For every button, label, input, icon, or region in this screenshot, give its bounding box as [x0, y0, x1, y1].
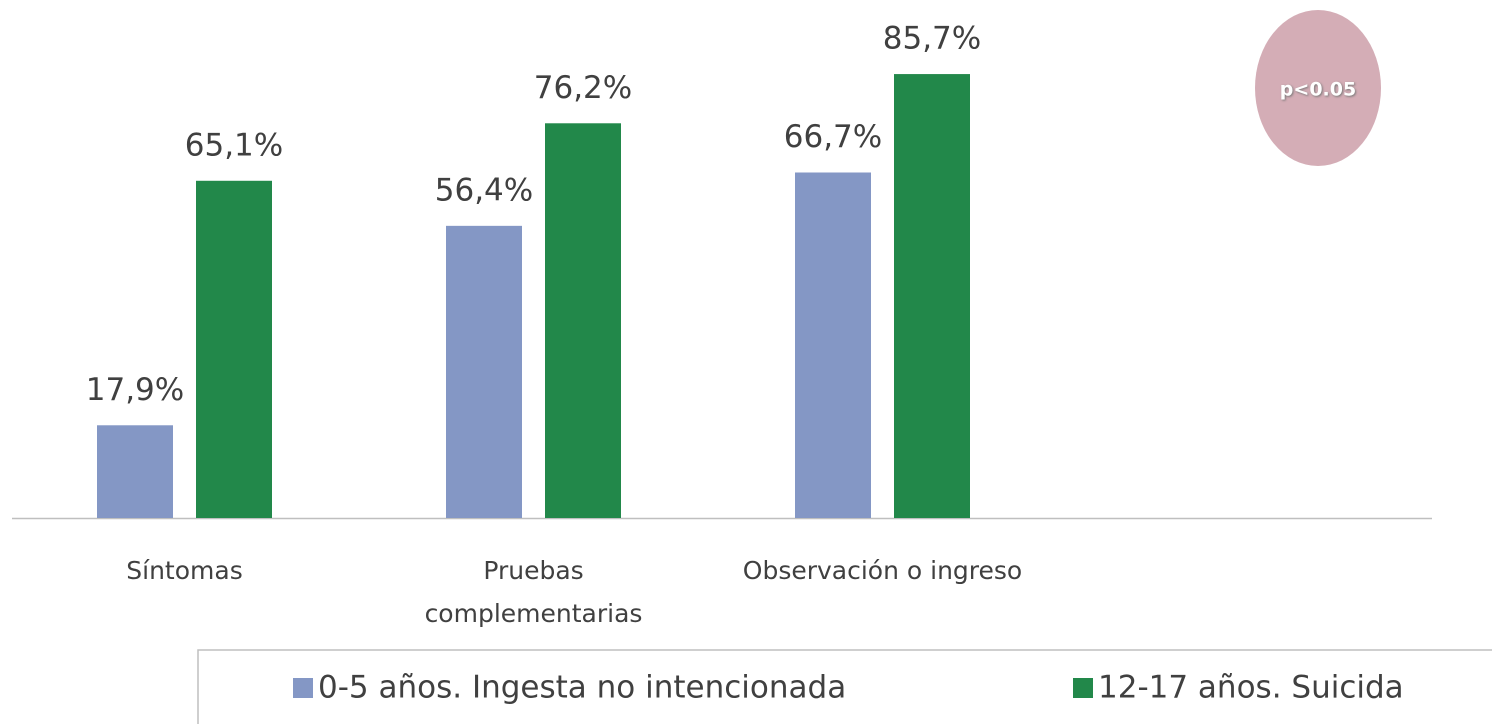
- annotation: p<0.05: [1280, 79, 1356, 101]
- annotation-bubble: [1255, 10, 1381, 166]
- x-tick-label: Observación o ingreso: [743, 556, 1022, 585]
- legend-box: [197, 649, 1492, 724]
- legend-label: 12-17 años. Suicida: [1098, 670, 1404, 706]
- data-label: 85,7%: [883, 21, 981, 57]
- bar: [446, 225, 522, 518]
- legend-swatch: [293, 678, 313, 698]
- data-label: 17,9%: [86, 372, 184, 408]
- data-label: 56,4%: [435, 172, 533, 208]
- x-tick-label: Pruebas complementarias: [425, 556, 643, 628]
- bar: [97, 425, 173, 518]
- bar: [795, 172, 871, 518]
- data-label: 65,1%: [185, 127, 283, 163]
- bar: [196, 180, 272, 519]
- legend-swatch: [1073, 678, 1093, 698]
- data-label: 66,7%: [784, 119, 882, 155]
- data-label: 76,2%: [534, 70, 632, 106]
- legend-label: 0-5 años. Ingesta no intencionada: [318, 670, 846, 706]
- bar: [894, 74, 970, 518]
- bar: [545, 123, 621, 518]
- x-tick-label: Síntomas: [126, 556, 242, 585]
